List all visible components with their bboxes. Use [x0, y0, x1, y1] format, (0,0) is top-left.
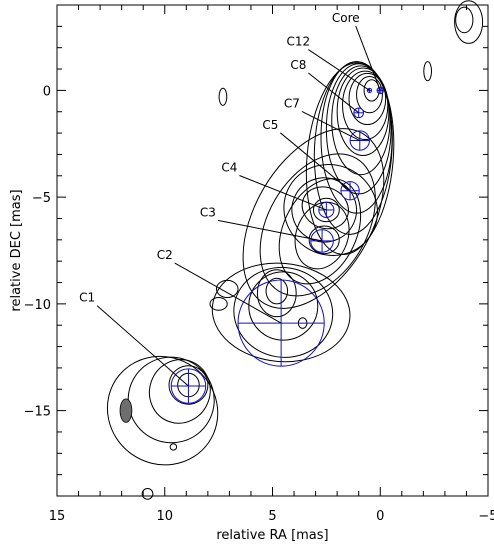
contour-lines [106, 0, 484, 500]
contour-line [265, 277, 289, 305]
contour-line [308, 225, 340, 255]
leader-line [239, 175, 327, 211]
component-label-c2: C2 [157, 248, 173, 262]
leader-line [174, 262, 282, 324]
x-tick-label: 5 [268, 509, 276, 524]
contour-line [348, 72, 387, 126]
contour-line [423, 61, 433, 82]
component-annotations: Core C12 C8 C7 C5 C4 C3 C2 C1 [79, 11, 381, 387]
y-tick-label: −10 [24, 298, 51, 313]
contour-line [259, 153, 376, 297]
y-tick-label: −5 [32, 191, 51, 206]
leader-line [308, 72, 360, 114]
contour-line [248, 271, 319, 341]
beam-ellipse [119, 398, 133, 423]
leader-line [355, 25, 381, 91]
x-tick-label: 10 [156, 509, 173, 524]
x-tick-label: 0 [376, 509, 384, 524]
y-tick-label: 0 [43, 84, 51, 99]
contour-line [336, 67, 390, 157]
beam-shape [119, 398, 133, 423]
contour-line [278, 178, 362, 285]
contour-line [127, 356, 215, 444]
contour-line [233, 266, 334, 358]
component-label-c12: C12 [287, 35, 311, 49]
contour-line [312, 197, 340, 223]
components [170, 86, 384, 404]
contour-line [169, 443, 178, 451]
component-label-c4: C4 [221, 161, 237, 175]
component-label-c5: C5 [262, 118, 278, 132]
component-label-core: Core [332, 11, 360, 25]
contour-line [294, 201, 350, 270]
contour-line [106, 355, 219, 466]
component-label-c3: C3 [200, 205, 216, 219]
x-axis-label: relative RA [mas] [216, 528, 328, 543]
contour-line [331, 65, 391, 176]
contour-line [342, 70, 389, 140]
leader-line [217, 219, 323, 242]
leader-line [301, 111, 361, 142]
contour-line [211, 262, 351, 363]
leader-line [308, 49, 370, 91]
component-label-c7: C7 [284, 96, 300, 110]
y-tick-label: −15 [24, 405, 51, 420]
x-tick-label: −5 [478, 509, 494, 524]
contour-line [242, 128, 385, 309]
y-axis-label: relative DEC [mas] [9, 189, 24, 311]
component-label-c8: C8 [290, 58, 306, 72]
axis-ticks: 15 10 5 0 −5 0 −5 −10 −15 [24, 5, 494, 524]
x-tick-label: 15 [49, 509, 66, 524]
contour-line [455, 6, 474, 34]
contour-line [283, 163, 378, 256]
contour-line [256, 269, 297, 318]
contour-line [141, 488, 154, 500]
leader-line [280, 132, 351, 192]
contour-line [215, 279, 239, 298]
contour-line [454, 0, 484, 44]
plot-frame [56, 4, 489, 497]
contour-line [148, 359, 211, 424]
contour-line [218, 87, 228, 106]
leader-line [96, 305, 189, 387]
component-label-c1: C1 [79, 291, 95, 305]
contour-line [209, 296, 228, 311]
contour-line [356, 76, 383, 114]
